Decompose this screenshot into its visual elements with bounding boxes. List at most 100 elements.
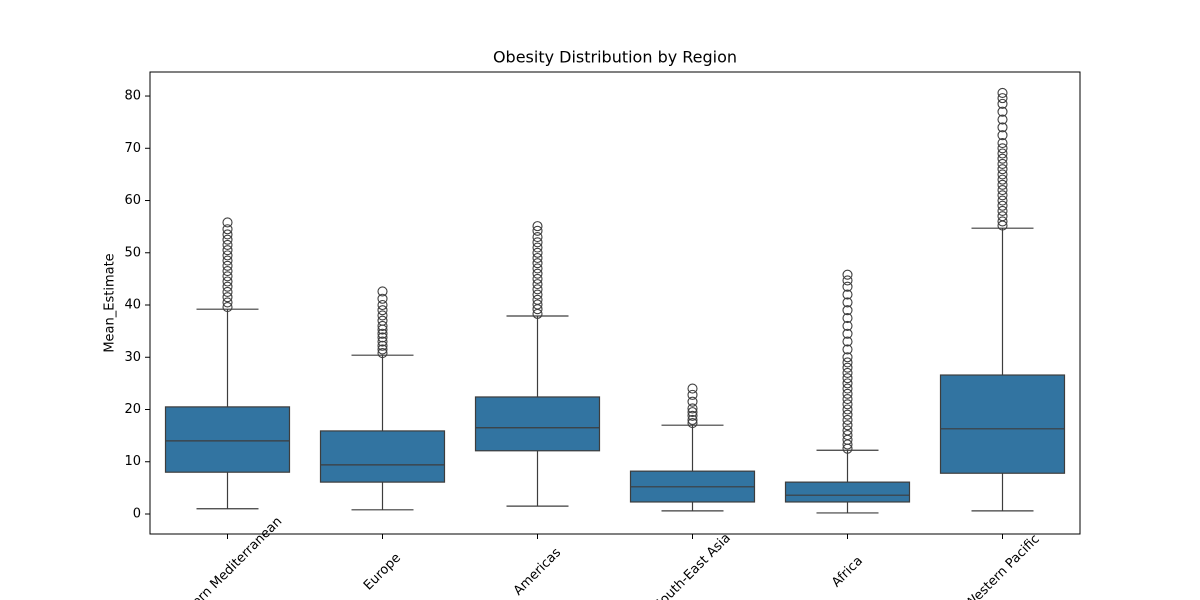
outlier <box>687 396 698 407</box>
outlier <box>532 294 543 305</box>
y-tick-label: 20 <box>124 402 141 417</box>
y-tick-label: 70 <box>124 141 141 156</box>
outlier <box>532 284 543 295</box>
outlier <box>532 232 543 243</box>
outlier <box>377 336 388 347</box>
outlier <box>687 414 698 425</box>
outlier <box>377 328 388 339</box>
outlier <box>687 407 698 418</box>
x-tick-label: Americas <box>511 545 564 598</box>
outlier <box>222 281 233 292</box>
box <box>319 430 446 483</box>
outlier <box>842 425 853 436</box>
outlier <box>842 394 853 405</box>
outlier <box>997 138 1008 149</box>
outlier <box>997 169 1008 180</box>
outlier <box>842 352 853 363</box>
outlier <box>842 336 853 347</box>
outlier <box>222 276 233 287</box>
outlier <box>222 239 233 250</box>
outlier <box>377 332 388 343</box>
y-tick-label: 0 <box>133 506 141 521</box>
x-tick-label: Africa <box>829 554 866 591</box>
outlier <box>222 255 233 266</box>
outlier <box>532 279 543 290</box>
outlier <box>842 414 853 425</box>
outlier <box>997 143 1008 154</box>
outlier <box>997 93 1008 104</box>
outlier <box>222 250 233 261</box>
outlier <box>687 389 698 400</box>
outlier <box>842 305 853 316</box>
y-tick-label: 30 <box>124 350 141 365</box>
outlier <box>222 292 233 303</box>
x-tick-label: South-East Asia <box>651 531 734 600</box>
outlier <box>532 289 543 300</box>
outlier <box>997 153 1008 164</box>
outlier <box>997 122 1008 133</box>
x-tick-label: Eastern Mediterranean <box>170 514 286 600</box>
outlier <box>842 420 853 431</box>
outlier <box>997 200 1008 211</box>
box <box>784 481 911 503</box>
outlier <box>997 195 1008 206</box>
y-tick-label: 80 <box>124 89 141 104</box>
outlier <box>687 383 698 394</box>
outlier <box>997 216 1008 227</box>
outlier <box>222 286 233 298</box>
outlier <box>222 224 233 235</box>
chart-title: Obesity Distribution by Region <box>493 48 737 67</box>
outlier <box>842 399 853 410</box>
outlier <box>842 313 853 324</box>
outlier <box>532 273 543 284</box>
outlier <box>222 271 233 282</box>
outlier <box>377 320 388 331</box>
outlier <box>842 367 853 378</box>
outlier <box>532 247 543 258</box>
outlier <box>532 299 543 310</box>
outlier <box>687 418 698 429</box>
outlier <box>997 211 1008 222</box>
outlier <box>842 430 853 441</box>
outlier <box>377 340 388 351</box>
outlier <box>997 158 1008 170</box>
y-tick-label: 50 <box>124 245 141 260</box>
outlier <box>842 281 853 292</box>
x-tick-label: Western Pacific <box>962 532 1042 600</box>
outlier <box>377 344 388 355</box>
outlier <box>842 383 853 394</box>
outlier <box>687 410 698 421</box>
box <box>474 396 601 452</box>
outlier <box>687 403 698 414</box>
outlier <box>532 221 543 232</box>
outlier <box>997 87 1008 98</box>
outlier <box>532 242 543 253</box>
outlier <box>997 190 1008 201</box>
outlier <box>997 164 1008 175</box>
outlier <box>532 225 543 236</box>
outlier <box>222 217 233 228</box>
y-tick-label: 10 <box>124 454 141 469</box>
outlier <box>842 409 853 420</box>
outlier <box>842 289 853 300</box>
outlier <box>532 263 543 274</box>
outlier <box>532 258 543 269</box>
outlier <box>842 373 853 384</box>
outlier <box>377 293 388 304</box>
outlier <box>532 237 543 248</box>
outlier <box>842 269 853 280</box>
outlier <box>842 297 853 308</box>
outlier <box>377 286 388 297</box>
outlier <box>222 234 233 245</box>
outlier <box>997 174 1008 185</box>
x-tick-label: Europe <box>361 551 404 594</box>
box <box>164 406 291 473</box>
outlier <box>377 348 388 359</box>
outlier <box>842 362 853 373</box>
outlier <box>997 130 1008 141</box>
outlier <box>222 302 233 313</box>
outlier <box>842 378 853 389</box>
plot-frame <box>149 71 1081 535</box>
outlier <box>532 268 543 279</box>
